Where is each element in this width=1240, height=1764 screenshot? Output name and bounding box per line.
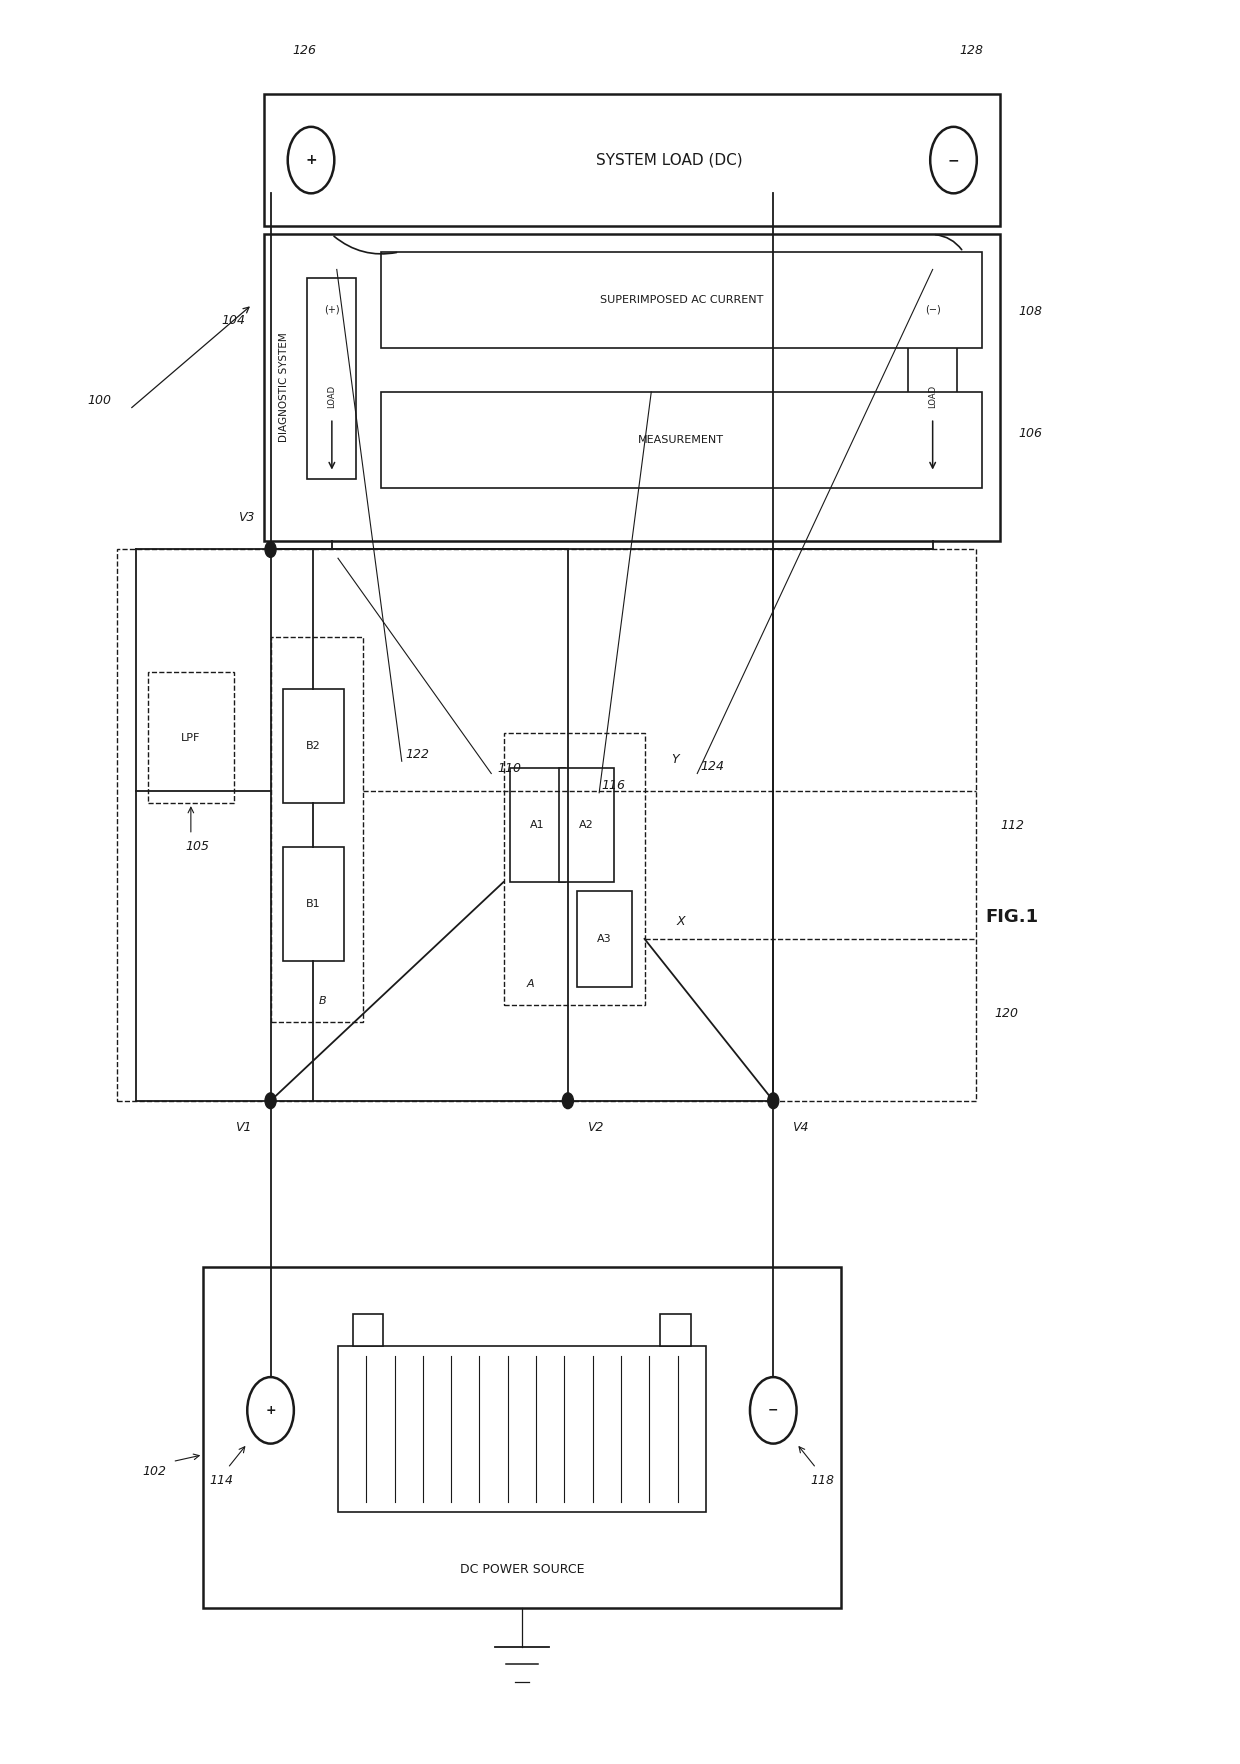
Bar [503, 734, 645, 1004]
Text: 124: 124 [699, 760, 724, 773]
Text: +: + [305, 153, 317, 168]
Text: 106: 106 [1019, 427, 1043, 439]
Bar [661, 1314, 691, 1346]
Bar [264, 95, 1001, 226]
Text: V2: V2 [587, 1120, 603, 1134]
Text: −: − [768, 1404, 779, 1416]
Text: +: + [265, 1404, 275, 1416]
Bar [577, 891, 632, 988]
Text: (+): (+) [324, 305, 340, 314]
Text: LPF: LPF [181, 732, 201, 743]
Bar [283, 690, 345, 803]
Text: 100: 100 [87, 393, 110, 407]
Bar [908, 279, 957, 480]
Text: MEASUREMENT: MEASUREMENT [639, 436, 724, 445]
Bar [510, 769, 565, 882]
Text: DIAGNOSTIC SYSTEM: DIAGNOSTIC SYSTEM [279, 333, 289, 443]
Text: A1: A1 [529, 820, 544, 831]
Bar [118, 549, 976, 1101]
Text: 102: 102 [143, 1466, 166, 1478]
Text: X: X [677, 916, 686, 928]
Bar [352, 1314, 383, 1346]
Text: SUPERIMPOSED AC CURRENT: SUPERIMPOSED AC CURRENT [600, 295, 763, 305]
Text: 116: 116 [601, 780, 626, 792]
Text: V1: V1 [236, 1120, 252, 1134]
Bar [381, 252, 982, 348]
Text: 108: 108 [1019, 305, 1043, 318]
Text: V4: V4 [792, 1120, 808, 1134]
Circle shape [265, 542, 277, 557]
Bar [339, 1346, 706, 1512]
Text: 110: 110 [497, 762, 522, 774]
Text: 126: 126 [293, 44, 317, 56]
Bar [270, 637, 362, 1021]
Text: DC POWER SOURCE: DC POWER SOURCE [460, 1563, 584, 1577]
Text: Y: Y [671, 753, 680, 766]
Bar [283, 847, 345, 961]
Text: 118: 118 [810, 1475, 835, 1487]
Text: 120: 120 [994, 1007, 1018, 1020]
Text: (−): (−) [925, 305, 940, 314]
Text: A: A [527, 979, 534, 988]
Bar [381, 392, 982, 489]
Text: B: B [319, 997, 326, 1005]
Text: SYSTEM LOAD (DC): SYSTEM LOAD (DC) [595, 152, 743, 168]
Text: V3: V3 [238, 512, 254, 524]
Text: −: − [947, 153, 960, 168]
Text: 114: 114 [210, 1475, 233, 1487]
Text: B2: B2 [306, 741, 321, 751]
Text: 104: 104 [222, 314, 246, 326]
Text: A2: A2 [579, 820, 594, 831]
Text: 105: 105 [185, 840, 210, 854]
Circle shape [563, 1094, 573, 1108]
Circle shape [768, 1094, 779, 1108]
Text: LOAD: LOAD [929, 385, 937, 407]
Text: 112: 112 [1001, 818, 1024, 831]
Text: B1: B1 [306, 900, 321, 908]
Bar [203, 1267, 841, 1609]
Text: 122: 122 [405, 748, 430, 760]
Text: LOAD: LOAD [327, 385, 336, 407]
Bar [308, 279, 356, 480]
Circle shape [265, 1094, 277, 1108]
Text: A3: A3 [598, 933, 613, 944]
Bar [148, 672, 234, 803]
Bar [559, 769, 614, 882]
Text: FIG.1: FIG.1 [986, 908, 1039, 926]
Bar [264, 235, 1001, 542]
Text: 128: 128 [960, 44, 983, 56]
